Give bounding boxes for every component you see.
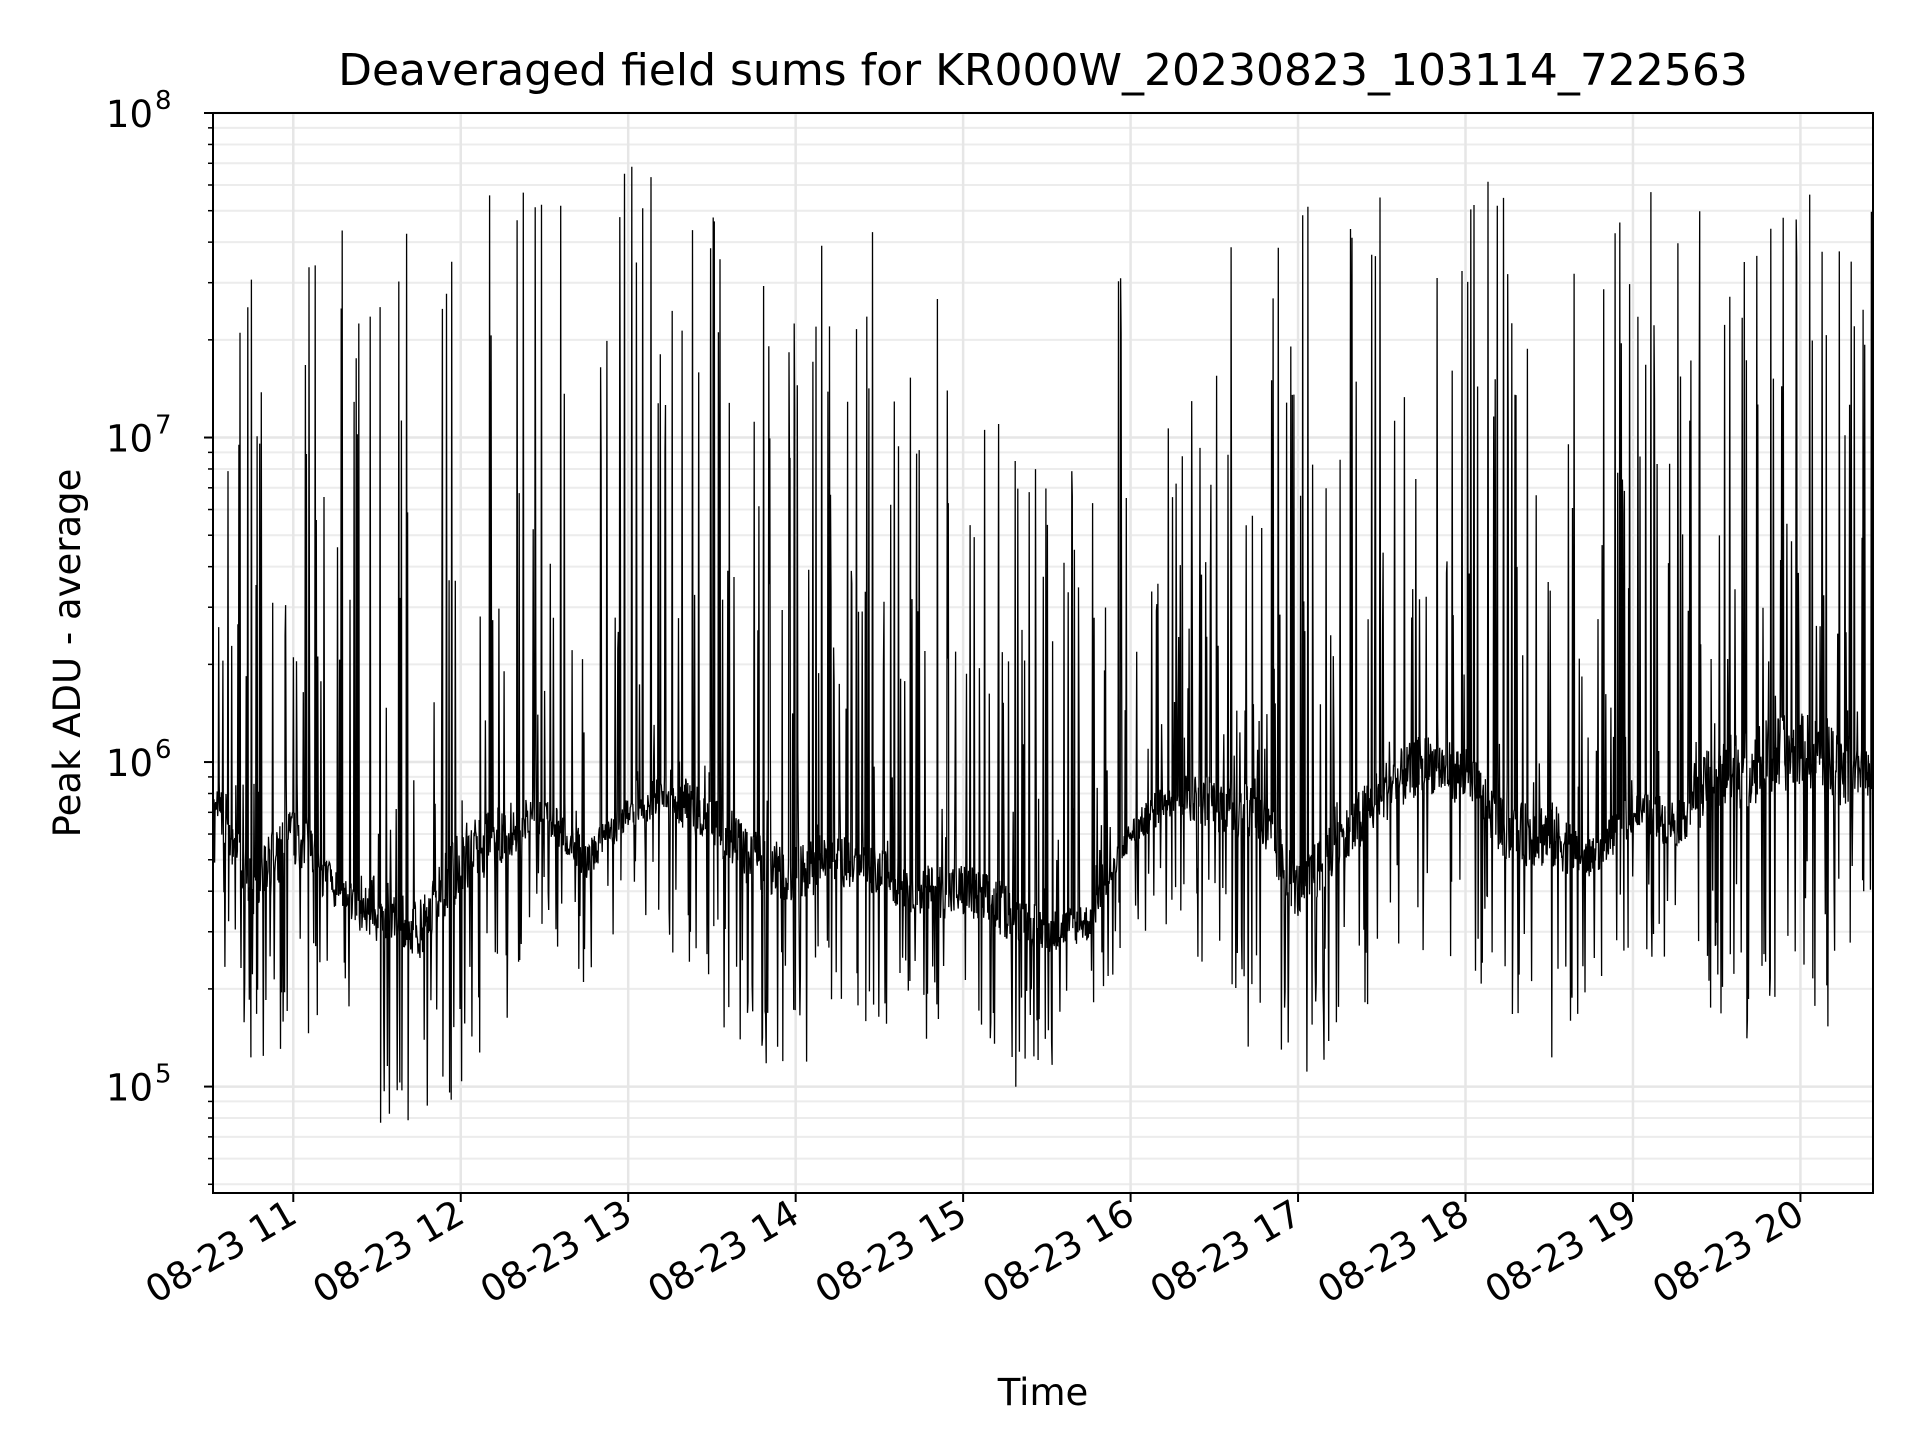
chart-title: Deaveraged field sums for KR000W_2023082… bbox=[338, 45, 1748, 96]
y-tick-exponent: 5 bbox=[155, 1060, 172, 1090]
y-axis-label: Peak ADU - average bbox=[46, 469, 89, 838]
axes-frame bbox=[212, 112, 1874, 1194]
y-tick-exponent: 8 bbox=[155, 86, 172, 116]
y-tick-label: 10 bbox=[106, 742, 153, 785]
plot-area bbox=[213, 166, 1873, 1123]
y-tick-label: 10 bbox=[106, 93, 153, 136]
y-tick-exponent: 7 bbox=[155, 411, 172, 441]
y-tick-label: 10 bbox=[106, 418, 153, 461]
x-axis-label: Time bbox=[997, 1371, 1089, 1414]
y-tick-label: 10 bbox=[106, 1067, 153, 1110]
series-line-peak-adu bbox=[213, 166, 1873, 1123]
y-tick-exponent: 6 bbox=[155, 735, 172, 765]
